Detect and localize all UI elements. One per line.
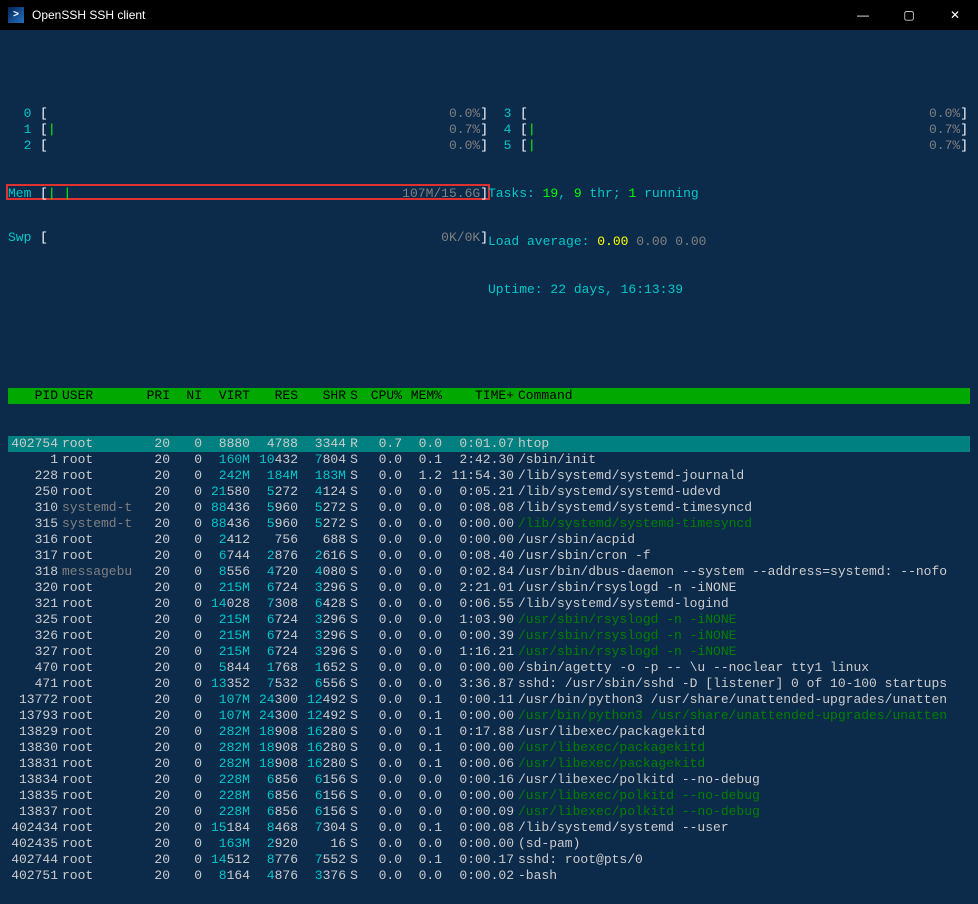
process-row[interactable]: 327 root 20 0 215M 6724 3296 S 0.0 0.0 1… <box>8 644 970 660</box>
process-row[interactable]: 317 root 20 0 6744 2876 2616 S 0.0 0.0 0… <box>8 548 970 564</box>
close-button[interactable]: ✕ <box>932 0 978 30</box>
process-row[interactable]: 402751 root 20 0 8164 4876 3376 S 0.0 0.… <box>8 868 970 884</box>
process-row[interactable]: 13772 root 20 0 107M 24300 12492 S 0.0 0… <box>8 692 970 708</box>
cpu-meter-1: 1[|0.7%] <box>8 122 488 138</box>
cpu-meter-0: 0[0.0%] <box>8 106 488 122</box>
uptime-info: Uptime: 22 days, 16:13:39 <box>488 282 968 298</box>
process-row[interactable]: 310 systemd-t 20 0 88436 5960 5272 S 0.0… <box>8 500 970 516</box>
header-mem[interactable]: MEM% <box>402 388 442 404</box>
terminal-content[interactable]: 0[0.0%] 1[|0.7%] 2[0.0%] Mem[| |107M/15.… <box>0 30 978 904</box>
window-title: OpenSSH SSH client <box>32 8 840 22</box>
header-shr[interactable]: SHR <box>298 388 346 404</box>
process-row[interactable]: 320 root 20 0 215M 6724 3296 S 0.0 0.0 2… <box>8 580 970 596</box>
process-row[interactable]: 13829 root 20 0 282M 18908 16280 S 0.0 0… <box>8 724 970 740</box>
process-row[interactable]: 13837 root 20 0 228M 6856 6156 S 0.0 0.0… <box>8 804 970 820</box>
process-table-body[interactable]: 402754 root 20 0 8880 4788 3344 R 0.7 0.… <box>8 436 970 884</box>
process-row[interactable]: 321 root 20 0 14028 7308 6428 S 0.0 0.0 … <box>8 596 970 612</box>
process-row[interactable]: 402744 root 20 0 14512 8776 7552 S 0.0 0… <box>8 852 970 868</box>
header-time[interactable]: TIME+ <box>442 388 514 404</box>
header-user[interactable]: USER <box>58 388 138 404</box>
maximize-button[interactable]: ▢ <box>886 0 932 30</box>
process-row[interactable]: 326 root 20 0 215M 6724 3296 S 0.0 0.0 0… <box>8 628 970 644</box>
process-row[interactable]: 13834 root 20 0 228M 6856 6156 S 0.0 0.0… <box>8 772 970 788</box>
process-row[interactable]: 13835 root 20 0 228M 6856 6156 S 0.0 0.0… <box>8 788 970 804</box>
process-row[interactable]: 316 root 20 0 2412 756 688 S 0.0 0.0 0:0… <box>8 532 970 548</box>
header-virt[interactable]: VIRT <box>202 388 250 404</box>
left-meters: 0[0.0%] 1[|0.7%] 2[0.0%] Mem[| |107M/15.… <box>8 74 488 330</box>
process-row[interactable]: 1 root 20 0 160M 10432 7804 S 0.0 0.1 2:… <box>8 452 970 468</box>
process-row[interactable]: 402434 root 20 0 15184 8468 7304 S 0.0 0… <box>8 820 970 836</box>
header-cpu[interactable]: CPU% <box>362 388 402 404</box>
process-row[interactable]: 13830 root 20 0 282M 18908 16280 S 0.0 0… <box>8 740 970 756</box>
header-ni[interactable]: NI <box>170 388 202 404</box>
process-row[interactable]: 315 systemd-t 20 0 88436 5960 5272 S 0.0… <box>8 516 970 532</box>
tasks-info: Tasks: 19, 9 thr; 1 running <box>488 186 968 202</box>
process-row[interactable]: 228 root 20 0 242M 184M 183M S 0.0 1.2 1… <box>8 468 970 484</box>
window-controls: — ▢ ✕ <box>840 0 978 30</box>
powershell-icon: > <box>8 7 24 23</box>
process-row[interactable]: 13793 root 20 0 107M 24300 12492 S 0.0 0… <box>8 708 970 724</box>
process-row[interactable]: 470 root 20 0 5844 1768 1652 S 0.0 0.0 0… <box>8 660 970 676</box>
process-row[interactable]: 13831 root 20 0 282M 18908 16280 S 0.0 0… <box>8 756 970 772</box>
loadavg-info: Load average: 0.00 0.00 0.00 <box>488 234 968 250</box>
process-row[interactable]: 471 root 20 0 13352 7532 6556 S 0.0 0.0 … <box>8 676 970 692</box>
process-row[interactable]: 250 root 20 0 21580 5272 4124 S 0.0 0.0 … <box>8 484 970 500</box>
cpu-meter-4: 4[|0.7%] <box>488 122 968 138</box>
header-s[interactable]: S <box>346 388 362 404</box>
process-row[interactable]: 402435 root 20 0 163M 2920 16 S 0.0 0.0 … <box>8 836 970 852</box>
process-row[interactable]: 402754 root 20 0 8880 4788 3344 R 0.7 0.… <box>8 436 970 452</box>
process-table-header[interactable]: PID USER PRI NI VIRT RES SHR S CPU% MEM%… <box>8 388 970 404</box>
memory-meter: Mem[| |107M/15.6G] <box>6 184 490 200</box>
right-meters: 3[0.0%] 4[|0.7%] 5[|0.7%] Tasks: 19, 9 t… <box>488 74 968 330</box>
cpu-meter-2: 2[0.0%] <box>8 138 488 154</box>
header-pri[interactable]: PRI <box>138 388 170 404</box>
header-cmd[interactable]: Command <box>514 388 970 404</box>
window-titlebar: > OpenSSH SSH client — ▢ ✕ <box>0 0 978 30</box>
header-pid[interactable]: PID <box>8 388 58 404</box>
swap-meter: Swp[0K/0K] <box>8 230 488 246</box>
cpu-meter-3: 3[0.0%] <box>488 106 968 122</box>
process-row[interactable]: 318 messagebu 20 0 8556 4720 4080 S 0.0 … <box>8 564 970 580</box>
process-row[interactable]: 325 root 20 0 215M 6724 3296 S 0.0 0.0 1… <box>8 612 970 628</box>
minimize-button[interactable]: — <box>840 0 886 30</box>
cpu-meter-5: 5[|0.7%] <box>488 138 968 154</box>
header-res[interactable]: RES <box>250 388 298 404</box>
